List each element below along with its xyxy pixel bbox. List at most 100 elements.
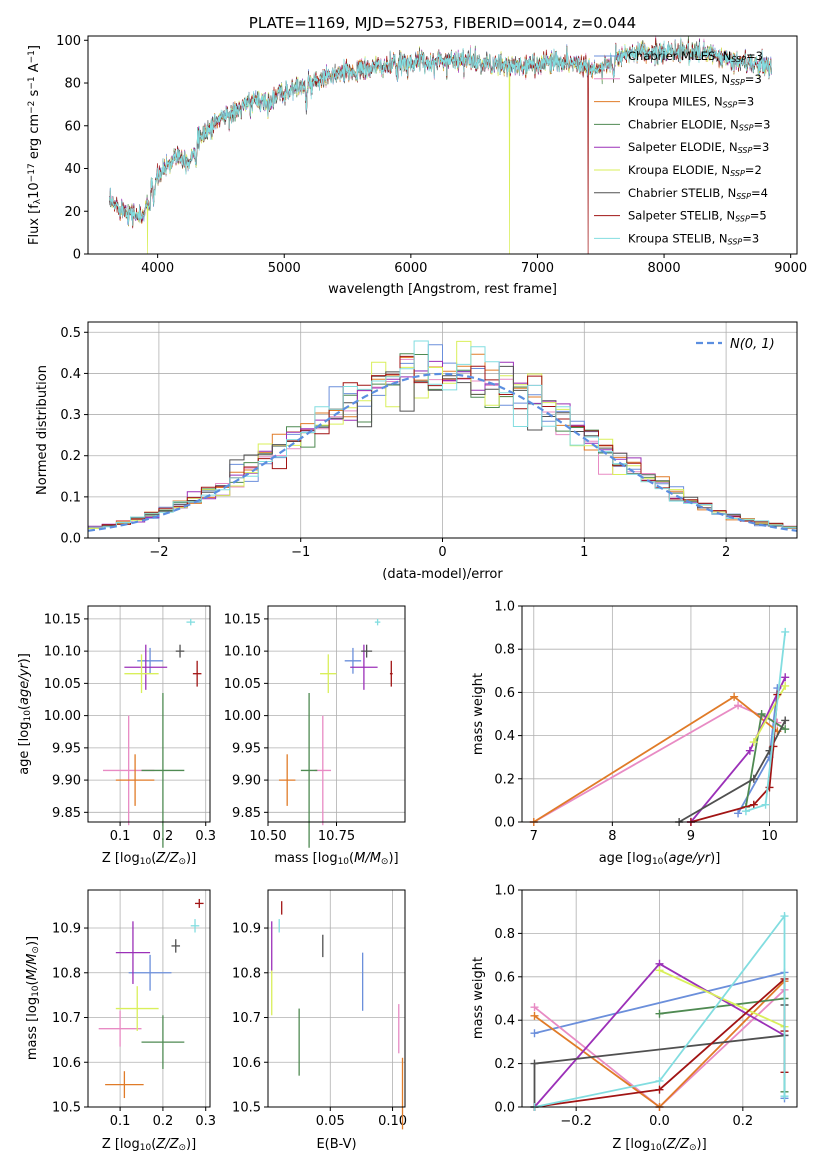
x-axis-label: mass [log10(M/M⊙)] — [274, 851, 398, 867]
errorbar-kroupa-stelib — [190, 919, 200, 933]
x-tick-label: −1 — [291, 545, 310, 560]
y-tick-label: 10.6 — [232, 1056, 261, 1071]
label-part: 10 — [140, 1143, 152, 1153]
errorbar-kroupa-miles — [278, 754, 296, 806]
y-tick-label: 0.4 — [60, 367, 81, 382]
weight-marker — [769, 742, 778, 751]
legend-nssp: 3 — [762, 140, 769, 154]
label-part: Z [log — [612, 1137, 650, 1152]
y-tick-label: 10.05 — [224, 677, 261, 692]
weight-series-salpeter-stelib — [686, 690, 782, 826]
histogram-chabrier-miles — [88, 344, 797, 529]
label-part: s — [27, 89, 42, 100]
label-part: erg cm — [27, 114, 42, 163]
legend-entry-salpeter-stelib: Salpeter STELIB, NSSP=5 — [628, 209, 767, 224]
x-tick-label: 0.0 — [649, 1114, 670, 1129]
errorbar-chabrier-stelib — [175, 644, 185, 658]
errorbar-kroupa-miles — [105, 1071, 144, 1099]
label-part: )] — [17, 653, 32, 663]
normal-legend-label: N(0, 1) — [730, 337, 775, 352]
x-tick-label: 0.10 — [378, 1114, 407, 1129]
weight-marker — [781, 681, 790, 690]
spectrum-x-label: wavelength [Angstrom, rest frame] — [328, 282, 557, 297]
x-tick-label: 10.75 — [318, 829, 355, 844]
label-part: Z/Z — [155, 1137, 179, 1152]
legend-label: Kroupa MILES, N — [628, 95, 723, 109]
y-tick-label: 9.85 — [232, 806, 261, 821]
label-part: ( — [349, 851, 354, 866]
spectrum-panel: 4000 5000 6000 7000 8000 9000 0 20 40 60 80 100 PLAT… — [27, 14, 807, 297]
x-tick-label: −2 — [149, 545, 168, 560]
x-tick-label: 0 — [438, 545, 446, 560]
errorbar-chabrier-miles — [128, 954, 172, 991]
errorbar-salpeter-stelib — [192, 660, 202, 687]
y-tick-label: 10.8 — [52, 966, 81, 981]
x-tick-label: 0.2 — [732, 1114, 753, 1129]
label-part: Flux [f — [27, 204, 42, 245]
label-part: ⊙ — [381, 857, 389, 867]
weight-marker — [757, 710, 766, 718]
label-part: Z [log — [102, 1137, 140, 1152]
label-part: )] — [25, 936, 40, 946]
weight-marker — [780, 1092, 789, 1101]
y-tick-label: 0.6 — [494, 686, 515, 701]
x-tick-label: −0.2 — [560, 1114, 592, 1129]
label-part: 10 — [23, 710, 33, 722]
label-part: )] — [186, 1137, 196, 1152]
weight-marker — [734, 809, 743, 818]
y-tick-label: 10.5 — [232, 1101, 261, 1116]
x-tick-label: 0.2 — [153, 1114, 174, 1129]
label-part: Z [log — [102, 851, 140, 866]
y-tick-label: 0.2 — [494, 1057, 515, 1072]
legend-entry-salpeter-miles: Salpeter MILES, NSSP=3 — [628, 72, 762, 87]
weight-line — [678, 720, 786, 823]
age-vs-Z-panel: 0.1 0.2 0.39.859.909.9510.0010.0510.1010.1… — [17, 605, 216, 867]
weight-marker — [781, 716, 790, 725]
legend-subscript: SSP — [731, 55, 746, 64]
legend-entry-salpeter-elodie: Salpeter ELODIE, NSSP=3 — [628, 140, 769, 155]
errorbar-salpeter-elodie — [115, 921, 151, 984]
y-tick-label: 0.2 — [60, 449, 81, 464]
histogram-salpeter-stelib — [88, 355, 797, 529]
y-tick-label: 1.0 — [494, 600, 515, 615]
errorbar-chabrier-miles — [344, 647, 362, 674]
x-tick-label: 8000 — [648, 261, 681, 276]
age-vs-Z-points — [102, 618, 202, 848]
age-vs-mass-points — [278, 618, 393, 848]
legend-entry-kroupa-miles: Kroupa MILES, NSSP=3 — [628, 95, 754, 110]
y-tick-label: 0.0 — [494, 1101, 515, 1116]
spectrum-series-kroupa-stelib — [109, 37, 772, 226]
legend-label: Chabrier STELIB, N — [628, 186, 736, 200]
label-part: ⊙ — [178, 1143, 186, 1153]
weight-line — [533, 704, 778, 823]
label-part: age [log — [599, 851, 652, 866]
legend-equals: = — [745, 72, 755, 86]
weight-marker — [734, 701, 743, 710]
y-tick-label: 10.00 — [224, 709, 261, 724]
y-tick-label: 10.5 — [52, 1101, 81, 1116]
legend-nssp: 3 — [756, 49, 763, 63]
legend-equals: = — [737, 95, 747, 109]
spectrum-title: PLATE=1169, MJD=52753, FIBERID=0014, z=0… — [249, 14, 636, 32]
legend-subscript: SSP — [730, 78, 745, 87]
y-tick-label: 10.9 — [52, 922, 81, 937]
x-axis-label: Z [log10(Z/Z⊙)] — [102, 851, 196, 867]
errorbar-salpeter-miles — [98, 1010, 142, 1047]
legend-equals: = — [750, 209, 760, 223]
y-tick-label: 10.00 — [44, 709, 81, 724]
y-tick-label: 60 — [64, 119, 81, 134]
y-tick-label: 40 — [64, 162, 81, 177]
x-tick-label: 5000 — [268, 261, 301, 276]
y-tick-label: 9.95 — [52, 741, 81, 756]
axes-frame — [87, 605, 211, 823]
legend-label: Chabrier MILES, N — [628, 49, 731, 63]
y-tick-label: 10.6 — [52, 1056, 81, 1071]
y-tick-label: 9.90 — [232, 774, 261, 789]
mass-vs-Z-points — [98, 898, 204, 1099]
label-part: ] — [27, 45, 42, 50]
legend-label: Salpeter ELODIE, N — [628, 140, 738, 154]
label-part: ⊙ — [31, 946, 41, 954]
legend-label: Salpeter STELIB, N — [628, 209, 735, 223]
weight-marker — [655, 1009, 664, 1018]
